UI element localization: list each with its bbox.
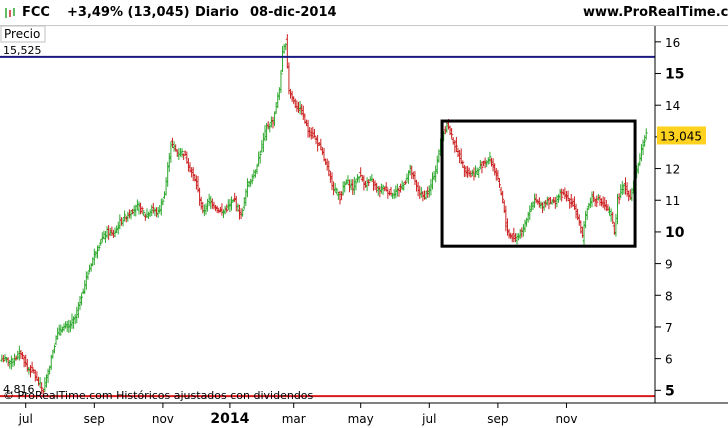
ohlc-bar [80,293,84,306]
y-tick-label: 6 [665,353,673,367]
price-bars [0,34,648,397]
ohlc-bar [140,206,144,214]
ohlc-bar [367,179,371,187]
x-tick-label: sep [487,412,508,426]
ohlc-bar [30,361,34,373]
chart-date: 08-dic-2014 [250,5,337,20]
ohlc-bar [319,138,323,151]
support-label: 4,816 [3,383,35,396]
ohlc-bar [180,148,184,158]
x-tick-label: jul [421,412,436,426]
last-price-label: 13,045 [660,129,702,143]
ohlc-bar [46,368,50,383]
y-tick-label: 9 [665,258,673,272]
ohlc-bar [560,188,564,202]
x-tick-label: nov [152,412,174,426]
y-tick-label: 7 [665,321,673,335]
ohlc-bar [643,135,647,147]
x-tick-label: sep [84,412,105,426]
ohlc-bar [40,382,44,394]
ohlc-bar [258,151,262,164]
ohlc-bar [225,204,229,213]
x-tick-label: jul [18,412,33,426]
y-tick-label: 14 [665,99,680,113]
ohlc-bar [241,208,245,217]
ohlc-bar [327,160,331,177]
x-tick-label: mar [282,412,306,426]
ohlc-bar [312,129,316,138]
ohlc-bar [97,244,101,251]
ohlc-bar [279,70,283,94]
ohlc-bar [501,190,505,204]
last-price-box [657,126,706,145]
ohlc-bar [21,351,25,359]
ohlc-bar [354,178,358,191]
ohlc-bar [343,181,347,193]
ohlc-bar [123,210,127,222]
y-tick-label: 16 [665,36,680,50]
x-tick-label: 2014 [210,411,249,427]
consolidation-box [440,119,637,248]
site-url: www.ProRealTime.com [583,5,728,20]
ohlc-bar [488,151,492,164]
ohlc-bar [215,205,219,213]
y-tick-label: 15 [665,67,684,83]
ohlc-bar [86,271,90,280]
y-tick-label: 8 [665,289,673,303]
ohlc-bar [595,195,599,208]
ohlc-bar [335,187,339,195]
ohlc-bar [461,160,465,168]
period: Diario [195,5,239,20]
ohlc-bar [250,174,254,185]
ohlc-bar [99,239,103,246]
ohlc-bar [384,182,388,192]
ohlc-bar [450,127,454,139]
ohlc-bar [357,175,361,183]
ohlc-bar [338,190,342,205]
ticker-symbol: FCC [22,5,50,20]
ohlc-bar [480,161,484,174]
ohlc-bar [161,198,165,206]
ohlc-bar [477,168,481,178]
ohlc-bar [381,184,385,195]
price-change: +3,49% (13,045) [67,5,190,20]
y-tick-label: 11 [665,194,680,208]
credit-text: © ProRealTime.com Históricos ajustados c… [3,389,314,402]
time-axis: jul sep nov 2014 mar may jul sep nov [18,403,578,427]
ohlc-bar [142,210,146,216]
chart-header: FCC +3,49% (13,045) Diario 08-dic-2014 w… [0,0,728,26]
x-tick-label: may [348,412,374,426]
resistance-label: 15,525 [3,44,42,57]
panel-label: Precio [4,27,40,41]
ohlc-bar [403,180,407,185]
y-tick-label: 5 [665,383,675,399]
y-tick-label: 10 [665,225,685,241]
ohlc-bar [644,128,648,140]
ohlc-bar [611,211,615,224]
ohlc-bar [454,136,458,153]
price-axis: 5678910111213141516 [655,36,685,399]
panel-label-box [0,25,46,43]
ohlc-bar [497,178,501,188]
ticker-icon [4,7,16,23]
y-tick-label: 12 [665,163,680,177]
ohlc-bar [617,193,621,205]
last-price-marker: 13,045 [657,126,706,145]
ohlc-bar [592,191,596,203]
ohlc-bar [52,344,56,354]
x-tick-label: nov [555,412,577,426]
